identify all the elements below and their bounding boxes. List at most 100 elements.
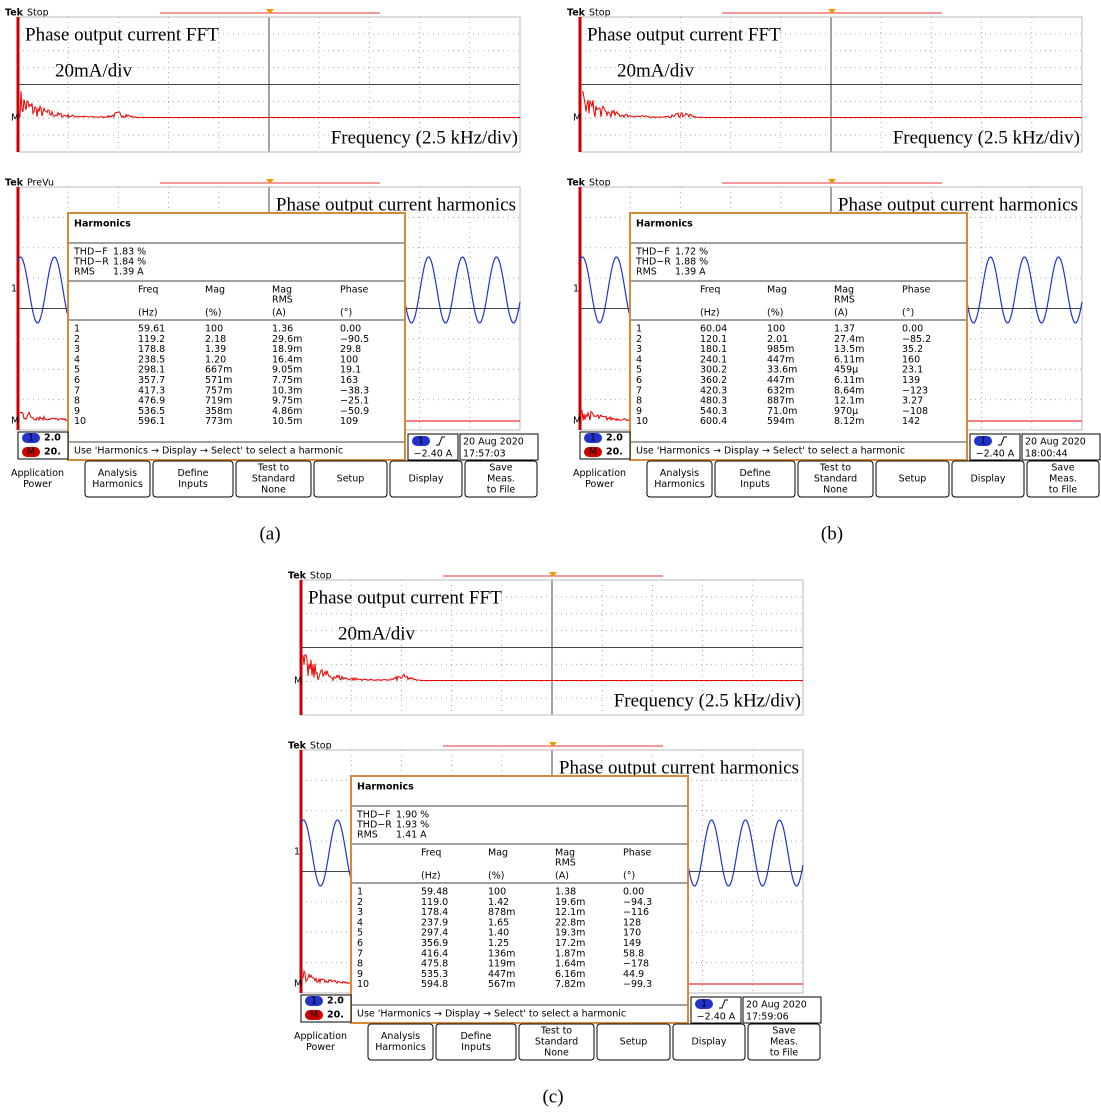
current-waveform xyxy=(18,257,68,323)
table-heading: Harmonics xyxy=(636,219,693,230)
softkey-label: Test to xyxy=(257,463,289,474)
softkey-label: Standard xyxy=(252,474,295,485)
softkey-label: Define xyxy=(177,468,208,479)
channel-id: M xyxy=(310,1010,318,1021)
channel-scale: 20. xyxy=(327,1010,344,1021)
fft-scale: 20mA/div xyxy=(617,60,695,81)
fft-trace xyxy=(20,91,520,117)
softkey-label: Test to xyxy=(819,463,851,474)
softkey-label: Save xyxy=(772,1026,795,1037)
column-unit: (%) xyxy=(767,308,783,319)
scope-panel: TekStopMPhase output current FFT20mA/div… xyxy=(567,8,1100,545)
summary-value: 1.39 A xyxy=(113,267,144,278)
softkey-label: to File xyxy=(1049,485,1078,496)
cell: 567m xyxy=(488,979,515,990)
channel-id: 1 xyxy=(701,999,707,1010)
fft-trace xyxy=(303,971,351,983)
hint: Use 'Harmonics → Display → Select' to se… xyxy=(636,446,905,457)
harmonic-number: 10 xyxy=(74,416,86,427)
scope-panel: TekStopMPhase output current FFT20mA/div… xyxy=(5,8,538,545)
harmonic-number: 10 xyxy=(357,979,369,990)
channel-id: M xyxy=(589,447,597,458)
summary-value: 1.41 A xyxy=(396,830,427,841)
softkey-label: Application xyxy=(573,468,626,479)
time: 17:57:03 xyxy=(463,449,506,460)
column-sub: RMS xyxy=(834,295,855,306)
softkey-label: None xyxy=(261,485,286,496)
softkey-label: Analysis xyxy=(98,468,137,479)
fft-trace xyxy=(582,410,630,420)
softkey-label: Save xyxy=(489,463,512,474)
current-waveform xyxy=(967,257,1082,323)
channel-id: 1 xyxy=(980,436,986,447)
trigger-level: −2.40 A xyxy=(697,1012,736,1023)
cell: 10.5m xyxy=(272,416,302,427)
softkey-label: Inputs xyxy=(178,479,208,490)
time: 17:59:06 xyxy=(746,1012,789,1023)
fft-trace xyxy=(303,655,803,681)
column-name: Phase xyxy=(340,285,369,296)
channel-scale: 20. xyxy=(44,447,61,458)
cell: 142 xyxy=(902,416,920,427)
column-unit: (°) xyxy=(902,308,914,319)
marker: M xyxy=(294,979,302,990)
cell: 773m xyxy=(205,416,232,427)
trigger-level: −2.40 A xyxy=(414,449,453,460)
column-unit: (Hz) xyxy=(700,308,720,319)
softkey-label: Harmonics xyxy=(375,1042,426,1053)
fft-x-label: Frequency (2.5 kHz/div) xyxy=(893,127,1080,148)
softkey-label: Analysis xyxy=(660,468,699,479)
cell: 109 xyxy=(340,416,358,427)
cell: −99.3 xyxy=(623,979,652,990)
channel-id: 1 xyxy=(311,996,317,1007)
column-unit: (°) xyxy=(340,308,352,319)
summary-value: 1.39 A xyxy=(675,267,706,278)
softkey-label: Display xyxy=(970,474,1005,485)
column-name: Phase xyxy=(623,848,652,859)
harmonic-number: 10 xyxy=(636,416,648,427)
date: 20 Aug 2020 xyxy=(746,1000,807,1011)
softkey-label: Power xyxy=(23,479,52,490)
softkey-label: None xyxy=(823,485,848,496)
column-name: Freq xyxy=(421,848,441,859)
softkey-label: Power xyxy=(306,1042,335,1053)
fft-title: Phase output current FFT xyxy=(308,587,502,608)
current-waveform xyxy=(580,257,630,323)
column-name: Mag xyxy=(205,285,225,296)
table-heading: Harmonics xyxy=(357,782,414,793)
channel-scale: 2.0 xyxy=(327,996,344,1007)
table-heading: Harmonics xyxy=(74,219,131,230)
fft-title: Phase output current FFT xyxy=(25,24,219,45)
softkey-label: Application xyxy=(11,468,64,479)
softkey-label: Meas. xyxy=(487,474,515,485)
softkey-label: Standard xyxy=(535,1037,578,1048)
softkey-label: Display xyxy=(691,1037,726,1048)
date: 20 Aug 2020 xyxy=(463,437,524,448)
summary-label: RMS xyxy=(636,267,657,278)
marker: 1 xyxy=(573,284,579,295)
softkey-label: Meas. xyxy=(1049,474,1077,485)
column-name: Phase xyxy=(902,285,931,296)
cell: 596.1 xyxy=(138,416,165,427)
marker: M xyxy=(573,416,581,427)
cell: 7.82m xyxy=(555,979,585,990)
fft-title: Phase output current FFT xyxy=(587,24,781,45)
panel-label: (c) xyxy=(542,1086,563,1107)
column-sub: RMS xyxy=(555,858,576,869)
marker: M xyxy=(11,113,19,124)
softkey-label: Save xyxy=(1051,463,1074,474)
channel-scale: 2.0 xyxy=(44,433,61,444)
column-unit: (A) xyxy=(834,308,848,319)
column-unit: (Hz) xyxy=(421,871,441,882)
softkey-label: Power xyxy=(585,479,614,490)
hint: Use 'Harmonics → Display → Select' to se… xyxy=(357,1009,626,1020)
softkey-label: Display xyxy=(408,474,443,485)
channel-id: M xyxy=(27,447,35,458)
marker: M xyxy=(11,416,19,427)
column-name: Freq xyxy=(138,285,158,296)
column-unit: (Hz) xyxy=(138,308,158,319)
fft-scale: 20mA/div xyxy=(338,623,416,644)
fft-x-label: Frequency (2.5 kHz/div) xyxy=(331,127,518,148)
panel-label: (a) xyxy=(259,523,280,544)
softkey-label: Application xyxy=(294,1031,347,1042)
